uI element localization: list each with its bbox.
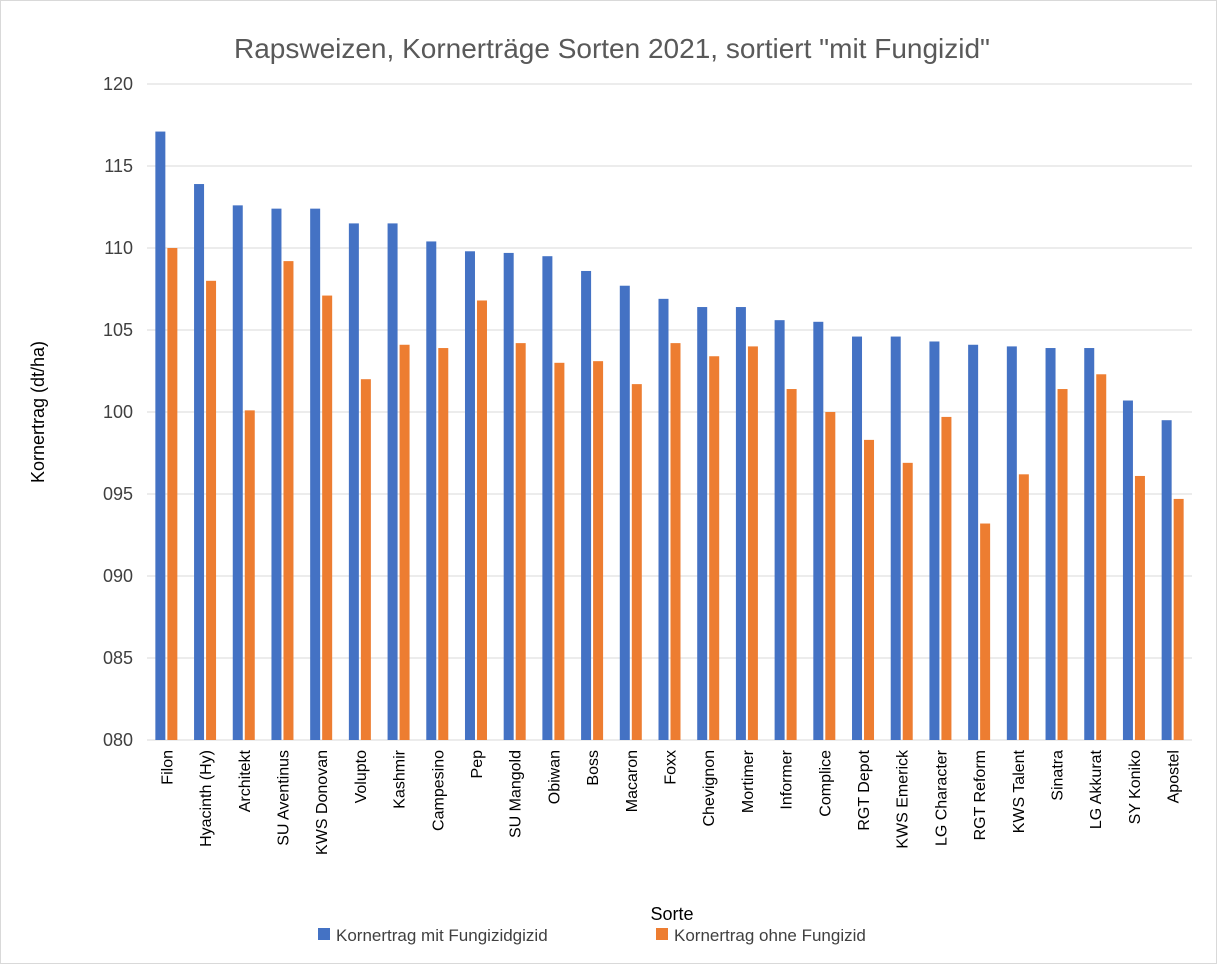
x-tick-label: Boss	[585, 750, 602, 786]
x-tick-label: RGT Reform	[972, 750, 989, 840]
bar	[155, 131, 166, 740]
x-tick-label: Foxx	[663, 750, 680, 785]
bar	[786, 389, 797, 740]
x-tick-label: Sinatra	[1050, 750, 1067, 801]
x-tick-label: Campesino	[430, 750, 447, 831]
bar	[941, 416, 952, 740]
bar	[554, 362, 565, 740]
bar	[1173, 498, 1184, 740]
bar	[813, 321, 824, 740]
bar	[825, 412, 836, 740]
bar	[658, 298, 669, 740]
bar	[929, 341, 940, 740]
legend-label: Kornertrag ohne Fungizid	[674, 926, 866, 945]
x-tick-label: Hyacinth (Hy)	[198, 750, 215, 847]
y-tick-label: 090	[103, 566, 133, 586]
y-axis-title: Kornertrag (dt/ha)	[28, 341, 48, 483]
bar	[709, 356, 720, 740]
bar	[283, 261, 294, 740]
y-tick-label: 120	[103, 74, 133, 94]
bar	[631, 384, 642, 740]
x-tick-label: Apostel	[1166, 750, 1183, 803]
bar	[515, 343, 526, 740]
legend-swatch	[318, 928, 330, 940]
bar	[194, 184, 205, 741]
bar	[1096, 374, 1107, 740]
x-tick-label: Obiwan	[546, 750, 563, 804]
bar	[464, 251, 475, 740]
x-tick-label: SU Mangold	[508, 750, 525, 838]
bar	[890, 336, 901, 740]
bar	[670, 343, 681, 740]
bar	[399, 344, 410, 740]
y-tick-label: 095	[103, 484, 133, 504]
bar	[1045, 348, 1056, 740]
bar	[697, 307, 708, 740]
bar	[1018, 474, 1029, 740]
bar	[902, 462, 913, 740]
x-tick-label: KWS Donovan	[314, 750, 331, 855]
bar	[774, 320, 785, 740]
bar	[438, 348, 449, 740]
bar	[206, 280, 217, 740]
x-tick-label: Volupto	[353, 750, 370, 803]
bar	[1006, 346, 1017, 740]
bar	[1057, 389, 1068, 740]
bar	[387, 223, 398, 740]
y-tick-label: 105	[103, 320, 133, 340]
bar	[271, 208, 282, 740]
bar	[348, 223, 359, 740]
bar	[747, 346, 758, 740]
bar	[619, 285, 630, 740]
bar	[980, 523, 991, 740]
legend-swatch	[656, 928, 668, 940]
chart-title: Rapsweizen, Kornerträge Sorten 2021, sor…	[234, 33, 990, 64]
bar	[852, 336, 863, 740]
y-tick-label: 085	[103, 648, 133, 668]
y-tick-label: 080	[103, 730, 133, 750]
bar	[581, 270, 592, 740]
bar	[593, 361, 604, 740]
x-tick-label: KWS Talent	[1011, 749, 1028, 833]
bar	[1122, 400, 1133, 740]
x-tick-label: Mortimer	[740, 749, 757, 813]
bar	[968, 344, 979, 740]
x-tick-label: SU Aventinus	[275, 750, 292, 846]
bar	[167, 248, 178, 740]
x-tick-label: Architekt	[237, 749, 254, 812]
x-tick-label: LG Akkurat	[1088, 749, 1105, 829]
bar	[542, 256, 553, 740]
y-tick-label: 100	[103, 402, 133, 422]
bar	[322, 295, 333, 740]
bar	[1161, 420, 1172, 740]
bar	[476, 300, 487, 740]
x-tick-label: RGT Depot	[856, 749, 873, 830]
y-tick-label: 115	[104, 156, 133, 176]
x-tick-label: SY Koniko	[1127, 750, 1144, 825]
x-tick-label: Macaron	[624, 750, 641, 812]
bar	[1134, 475, 1145, 740]
x-tick-label: LG Character	[933, 749, 950, 846]
bar	[360, 379, 371, 740]
x-tick-label: Complice	[817, 750, 834, 817]
x-tick-label: Filon	[159, 750, 176, 785]
x-tick-label: Chevignon	[701, 750, 718, 827]
bar	[864, 439, 875, 740]
x-tick-label: Informer	[779, 749, 796, 809]
x-tick-label: Kashmir	[392, 749, 409, 808]
bar	[735, 307, 746, 740]
bar	[426, 241, 437, 740]
bar	[232, 205, 243, 741]
x-tick-label: KWS Emerick	[895, 749, 912, 849]
bar	[503, 252, 514, 741]
bar	[1084, 348, 1095, 740]
y-tick-label: 110	[104, 238, 133, 258]
x-tick-label: Pep	[469, 750, 486, 779]
legend-label: Kornertrag mit Fungizidgizid	[336, 926, 548, 945]
x-axis-title: Sorte	[650, 904, 693, 924]
bar	[310, 208, 321, 740]
bar	[244, 410, 255, 740]
